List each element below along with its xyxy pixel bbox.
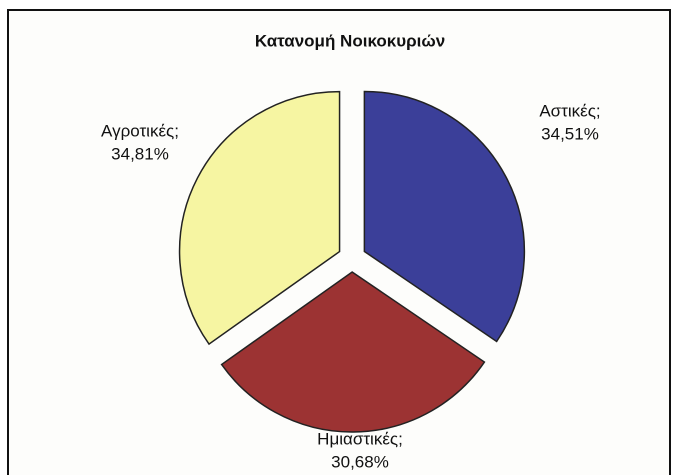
slice-label: Ημιαστικές;	[317, 429, 403, 448]
slice-value-label: 34,51%	[541, 124, 599, 143]
pie-slice	[178, 90, 341, 346]
pie-slice	[220, 271, 486, 433]
pie-slice	[363, 90, 526, 343]
slice-value-label: 34,81%	[111, 144, 169, 163]
slice-label: Αστικές;	[539, 101, 600, 120]
chart-title: Κατανομή Νοικοκυριών	[255, 31, 445, 50]
slice-value-label: 30,68%	[331, 452, 389, 471]
slice-label: Αγροτικές;	[101, 121, 179, 140]
